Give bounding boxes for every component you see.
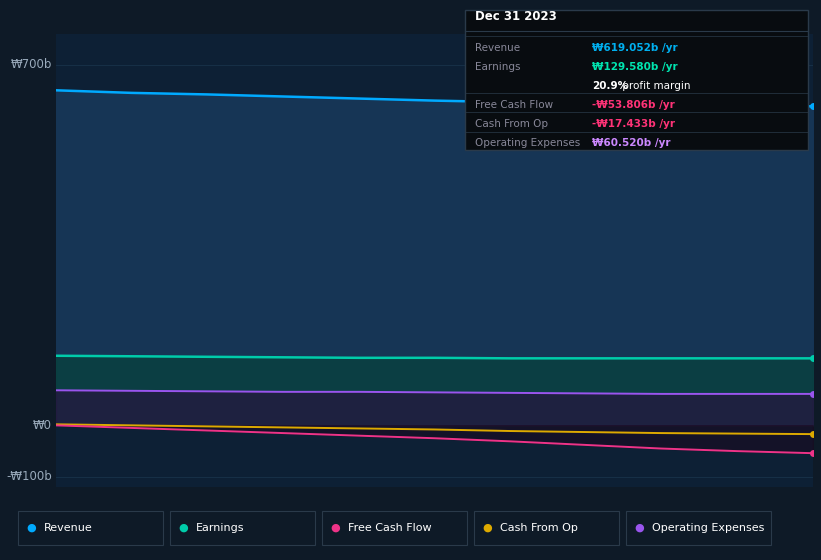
Text: Dec 31 2023: Dec 31 2023 [475, 10, 557, 22]
Text: ₩0: ₩0 [33, 419, 52, 432]
Text: Operating Expenses: Operating Expenses [652, 523, 764, 533]
Text: ₩619.052b /yr: ₩619.052b /yr [592, 43, 678, 53]
Text: Cash From Op: Cash From Op [475, 119, 548, 129]
Text: ●: ● [634, 523, 644, 533]
Text: Earnings: Earnings [475, 62, 521, 72]
Text: ₩129.580b /yr: ₩129.580b /yr [592, 62, 678, 72]
Text: profit margin: profit margin [619, 81, 690, 91]
Text: Free Cash Flow: Free Cash Flow [348, 523, 432, 533]
Text: ₩60.520b /yr: ₩60.520b /yr [592, 138, 671, 148]
Text: -₩17.433b /yr: -₩17.433b /yr [592, 119, 675, 129]
Text: Operating Expenses: Operating Expenses [475, 138, 580, 148]
Text: Free Cash Flow: Free Cash Flow [475, 100, 553, 110]
Text: ●: ● [26, 523, 36, 533]
Text: ₩700b: ₩700b [11, 58, 52, 71]
Text: ●: ● [482, 523, 492, 533]
Text: 20.9%: 20.9% [592, 81, 628, 91]
Text: Earnings: Earnings [196, 523, 245, 533]
Text: -₩100b: -₩100b [6, 470, 52, 483]
Text: -₩53.806b /yr: -₩53.806b /yr [592, 100, 675, 110]
Text: ●: ● [178, 523, 188, 533]
Text: ●: ● [330, 523, 340, 533]
Text: Revenue: Revenue [44, 523, 93, 533]
Text: Revenue: Revenue [475, 43, 520, 53]
Text: Cash From Op: Cash From Op [500, 523, 578, 533]
